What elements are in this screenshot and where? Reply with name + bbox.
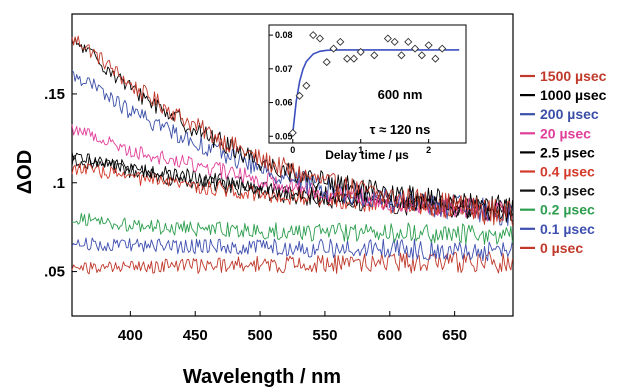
- inset-y-tick-label: 0.08: [275, 30, 293, 40]
- x-tick-label: 450: [183, 327, 208, 344]
- inset-y-tick-label: 0.06: [275, 98, 293, 108]
- legend-label: 0.4 µsec: [540, 164, 595, 180]
- y-tick-label: .15: [44, 86, 65, 103]
- legend: 1500 µsec 1000 µsec 200 µsec 20 µsec 2.5 µse…: [520, 68, 607, 256]
- inset-data-point: [424, 41, 433, 50]
- inset-data-point: [322, 58, 331, 67]
- legend-label: 1500 µsec: [540, 68, 607, 84]
- inset-data-point: [370, 51, 379, 60]
- inset-data-point: [315, 34, 324, 43]
- series-line: [71, 70, 513, 227]
- inset-data-point: [349, 54, 358, 63]
- x-axis-title: Wavelength / nm: [183, 366, 341, 388]
- y-tick-label: .05: [44, 264, 65, 281]
- legend-label: 20 µsec: [540, 125, 591, 141]
- inset-x-tick-label: 2: [426, 145, 431, 155]
- legend-label: 1000 µsec: [540, 87, 607, 103]
- inset-annotation-wavelength: 600 nm: [378, 87, 423, 102]
- inset-data-point: [397, 51, 406, 60]
- inset-fit-curve: [292, 49, 460, 133]
- x-tick-label: 650: [442, 327, 467, 344]
- inset-y-tick-label: 0.07: [275, 64, 293, 74]
- inset-data-point: [329, 44, 338, 53]
- inset-x-axis-title: Delay time / µs: [325, 148, 409, 162]
- inset-x-tick-label: 1: [358, 145, 363, 155]
- inset-data-point: [390, 37, 399, 46]
- inset-y-tick-label: 0.05: [275, 131, 293, 141]
- y-axis-ticks: .05 .1 .15: [44, 86, 77, 281]
- y-axis-title: ΔOD: [14, 150, 36, 194]
- x-tick-label: 500: [248, 327, 273, 344]
- inset-frame: [268, 24, 467, 144]
- inset-data-point: [404, 37, 413, 46]
- inset-data-point: [431, 54, 440, 63]
- x-axis-ticks: 400 450 500 550 600 650: [118, 311, 467, 344]
- inset-data-point: [309, 31, 318, 40]
- x-tick-label: 400: [118, 327, 143, 344]
- x-tick-label: 550: [312, 327, 337, 344]
- series-line: [71, 163, 513, 222]
- series-line: [71, 237, 513, 262]
- series-line: [71, 251, 513, 275]
- inset-x-tick-label: 0: [290, 145, 295, 155]
- inset-points-layer: [288, 31, 447, 137]
- legend-label: 200 µsec: [540, 106, 599, 122]
- inset-data-point: [438, 44, 447, 53]
- inset-fit-layer: [292, 49, 460, 133]
- inset-data-point: [288, 128, 297, 137]
- x-tick-label: 600: [377, 327, 402, 344]
- inset-ticks: 0 1 2 0.05 0.06 0.07 0.08: [269, 30, 431, 155]
- series-line: [71, 35, 513, 226]
- legend-label: 0 µsec: [540, 240, 583, 256]
- inset-plot: 0 1 2 0.05 0.06 0.07 0.08 600 nm τ ≈ 120 ns De…: [268, 24, 467, 162]
- series-line: [71, 212, 513, 246]
- legend-label: 2.5 µsec: [540, 144, 595, 160]
- legend-label: 0.2 µsec: [540, 202, 595, 218]
- inset-data-point: [417, 51, 426, 60]
- inset-data-point: [302, 81, 311, 90]
- inset-data-point: [383, 34, 392, 43]
- y-tick-label: .1: [52, 175, 65, 192]
- inset-data-point: [343, 54, 352, 63]
- inset-data-point: [356, 47, 365, 57]
- inset-data-point: [411, 44, 420, 53]
- inset-data-point: [295, 91, 304, 100]
- series-layer: [71, 35, 513, 275]
- inset-data-point: [336, 37, 345, 46]
- legend-label: 0.1 µsec: [540, 221, 595, 237]
- legend-label: 0.3 µsec: [540, 183, 595, 199]
- inset-annotation-lifetime: τ ≈ 120 ns: [370, 122, 431, 137]
